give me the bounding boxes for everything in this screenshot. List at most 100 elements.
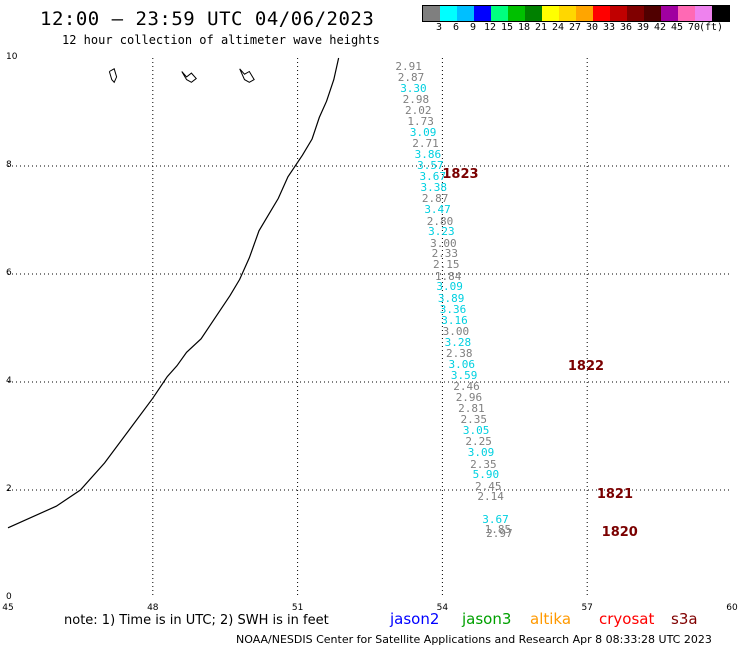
color-swatch [423, 6, 440, 21]
color-legend-label: 18 [517, 22, 531, 33]
y-tick-label: 2 [6, 484, 12, 494]
y-tick-label: 6 [6, 268, 12, 278]
satellite-label-altika: altika [530, 610, 572, 628]
color-legend [422, 5, 730, 22]
wave-height-value: 3.09 [467, 446, 495, 460]
color-swatch [542, 6, 559, 21]
x-tick-label: 57 [581, 603, 593, 613]
wave-height-value: 3.16 [441, 313, 468, 327]
credit-line: NOAA/NESDIS Center for Satellite Applica… [236, 633, 712, 646]
color-legend-label: 39 [636, 22, 650, 33]
color-swatch [627, 6, 644, 21]
wave-height-value: 3.00 [430, 236, 457, 250]
wave-height-value: 2.81 [458, 401, 485, 415]
wave-height-value: 2.45 [475, 479, 502, 493]
color-legend-label: 30 [585, 22, 599, 33]
color-swatch [593, 6, 610, 21]
color-legend-label: 24 [551, 22, 565, 33]
wave-height-value: 3.59 [450, 368, 478, 382]
wave-height-value: 3.23 [428, 225, 455, 239]
color-swatch [644, 6, 661, 21]
wave-height-value: 2.46 [453, 380, 480, 394]
page-subtitle: 12 hour collection of altimeter wave hei… [62, 33, 380, 47]
wave-height-value: 1.73 [407, 115, 434, 129]
color-legend-label: 15 [500, 22, 514, 33]
wave-height-value: 3.89 [437, 291, 465, 305]
island-outline [239, 68, 255, 83]
y-tick-label: 4 [6, 376, 12, 386]
color-legend-label: 21 [534, 22, 548, 33]
color-swatch [576, 6, 593, 21]
color-swatch [525, 6, 542, 21]
y-tick-label: 8 [6, 160, 12, 170]
wave-height-value: 2.25 [465, 435, 492, 449]
color-legend-label: (ft) [698, 22, 724, 33]
wave-height-value: 3.09 [436, 280, 463, 294]
satellite-label-s3a: s3a [671, 610, 698, 628]
wave-height-value: 1.84 [434, 269, 462, 283]
wave-height-value: 3.06 [448, 358, 475, 372]
color-legend-label: 9 [469, 22, 477, 33]
pass-time-label: 1820 [601, 525, 638, 541]
wave-height-value: 3.67 [482, 512, 509, 526]
x-tick-label: 60 [726, 603, 738, 613]
wave-height-value: 2.14 [477, 490, 504, 504]
wave-height-value: 2.15 [433, 258, 460, 272]
coastline-path [7, 57, 340, 529]
wave-height-value: 2.91 [395, 60, 422, 74]
wave-height-value: 2.71 [412, 137, 439, 151]
wave-height-value: 3.67 [419, 170, 446, 184]
pass-time-label: 1821 [596, 486, 634, 502]
wave-height-value: 3.86 [414, 148, 442, 162]
island-outline [108, 68, 118, 84]
color-legend-label: 12 [483, 22, 497, 33]
wave-height-value: 2.35 [470, 457, 497, 471]
color-legend-label: 70 [687, 22, 701, 33]
wave-height-value: 5.90 [472, 468, 500, 482]
color-legend-label: 36 [619, 22, 633, 33]
x-tick-label: 51 [291, 603, 304, 613]
grid-lines [8, 58, 732, 598]
color-legend-label: 6 [452, 22, 460, 33]
wave-height-value: 2.38 [446, 346, 473, 360]
satellite-label-jason3: jason3 [462, 610, 512, 628]
pass-time-label: 1822 [567, 358, 605, 374]
color-swatch [474, 6, 491, 21]
color-legend-label: 3 [435, 22, 443, 33]
wave-height-value: 2.98 [402, 93, 430, 107]
wave-height-value: 3.00 [442, 324, 470, 338]
wave-height-value: 3.36 [439, 302, 467, 316]
wave-height-value: 1.85 [484, 523, 512, 537]
wave-height-value: 3.09 [409, 125, 437, 139]
coastline [7, 57, 340, 529]
color-legend-label: 27 [568, 22, 582, 33]
wave-height-value: 2.97 [486, 527, 513, 541]
wave-height-value: 3.05 [462, 424, 490, 438]
color-swatch [661, 6, 678, 21]
wave-height-value: 3.38 [420, 181, 447, 195]
pass-time-label: 1823 [442, 167, 479, 183]
y-tick-label: 0 [6, 592, 12, 602]
satellite-label-jason2: jason2 [390, 610, 440, 628]
color-swatch [695, 6, 712, 21]
wave-height-value: 3.47 [424, 203, 451, 217]
note-text: note: 1) Time is in UTC; 2) SWH is in fe… [64, 613, 329, 628]
wave-height-value: 2.87 [421, 192, 449, 206]
color-legend-label: 45 [670, 22, 684, 33]
wave-height-value: 2.87 [397, 71, 425, 85]
color-swatch [610, 6, 627, 21]
page-title: 12:00 – 23:59 UTC 04/06/2023 [40, 8, 375, 30]
y-tick-label: 10 [6, 52, 18, 62]
wave-height-value: 2.80 [426, 214, 454, 228]
wave-height-value: 2.33 [431, 247, 459, 261]
island-outline [181, 71, 197, 83]
color-legend-label: 33 [602, 22, 616, 33]
color-swatch [491, 6, 508, 21]
color-swatch [712, 6, 729, 21]
wave-height-value: 3.28 [444, 336, 472, 350]
islands [108, 68, 255, 84]
color-legend-label: 42 [653, 22, 667, 33]
wave-height-value: 2.96 [455, 391, 483, 405]
color-swatch [440, 6, 457, 21]
